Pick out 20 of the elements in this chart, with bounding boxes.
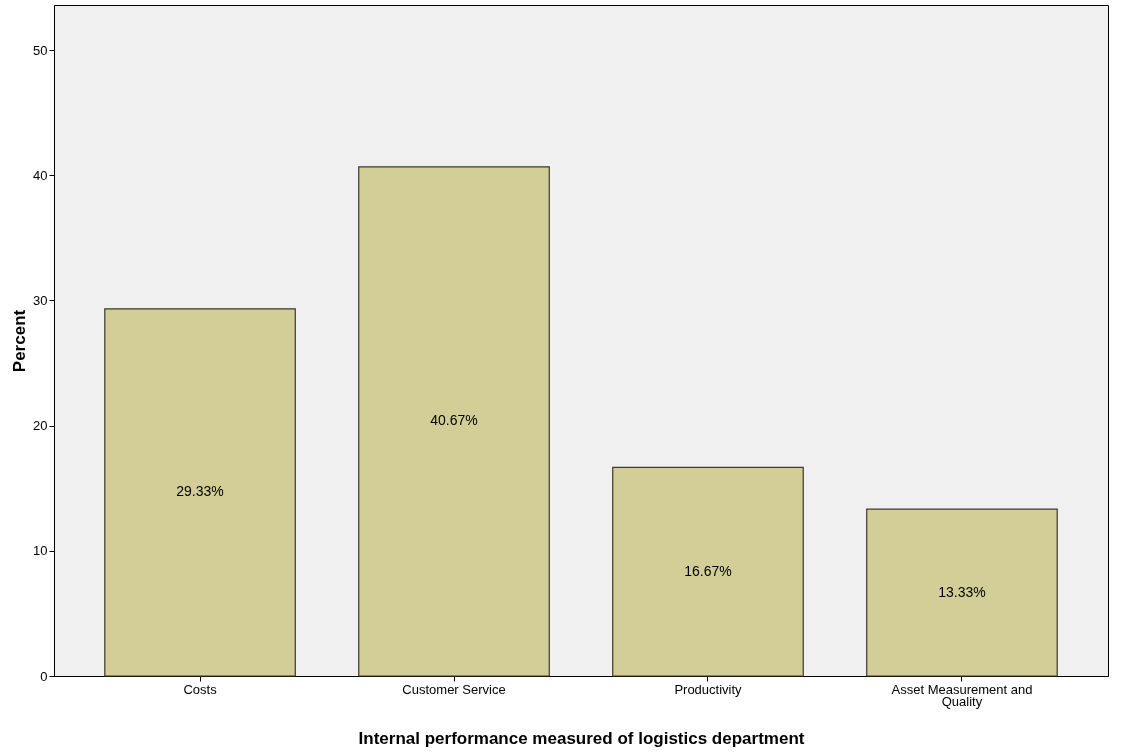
data-label: 13.33% [938,583,986,600]
x-axis-title: Internal performance measured of logistics department [358,728,805,748]
data-label: 40.67% [430,412,478,429]
bar [104,308,296,677]
bar [358,166,550,677]
y-tick-label: 0 [40,668,48,684]
y-tick-label: 20 [33,418,48,434]
x-tick-label: Customer Service [402,681,506,697]
y-tick-label: 40 [33,167,48,183]
y-axis-title: Percent [10,309,30,373]
x-tick-label: Asset Measurement and Quality [891,681,1033,709]
y-tick-label: 30 [33,292,48,308]
x-tick-label: Costs [183,681,218,697]
bar [866,508,1058,677]
data-label: 16.67% [684,562,732,579]
x-tick-label: Productivity [674,681,743,697]
data-label: 29.33% [176,483,224,500]
bar [612,466,804,677]
y-tick-label: 50 [33,42,48,58]
y-tick-label: 10 [33,543,48,559]
